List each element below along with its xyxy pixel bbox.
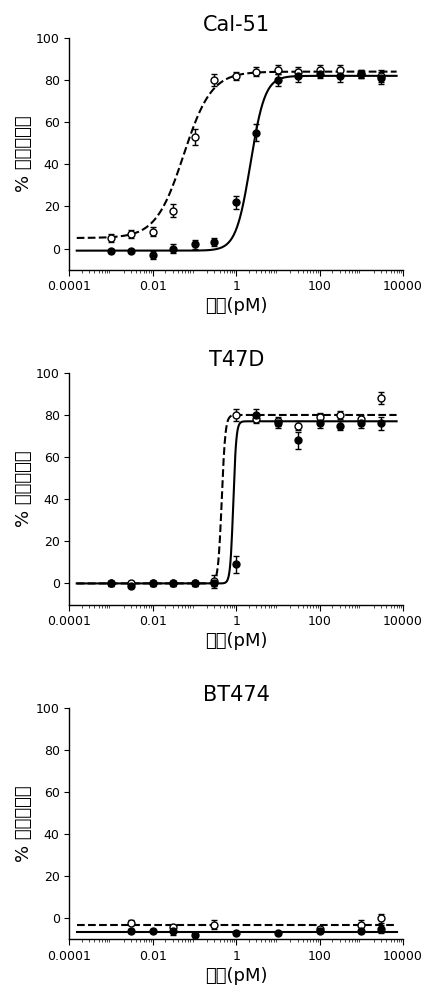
Y-axis label: % 特异性裂解: % 特异性裂解 bbox=[15, 785, 33, 862]
Title: BT474: BT474 bbox=[203, 685, 270, 705]
Y-axis label: % 特异性裂解: % 特异性裂解 bbox=[15, 450, 33, 527]
X-axis label: 浓度(pM): 浓度(pM) bbox=[205, 632, 268, 650]
Title: Cal-51: Cal-51 bbox=[203, 15, 270, 35]
Y-axis label: % 特异性裂解: % 特异性裂解 bbox=[15, 115, 33, 192]
X-axis label: 浓度(pM): 浓度(pM) bbox=[205, 297, 268, 315]
Title: T47D: T47D bbox=[208, 350, 264, 370]
X-axis label: 浓度(pM): 浓度(pM) bbox=[205, 967, 268, 985]
